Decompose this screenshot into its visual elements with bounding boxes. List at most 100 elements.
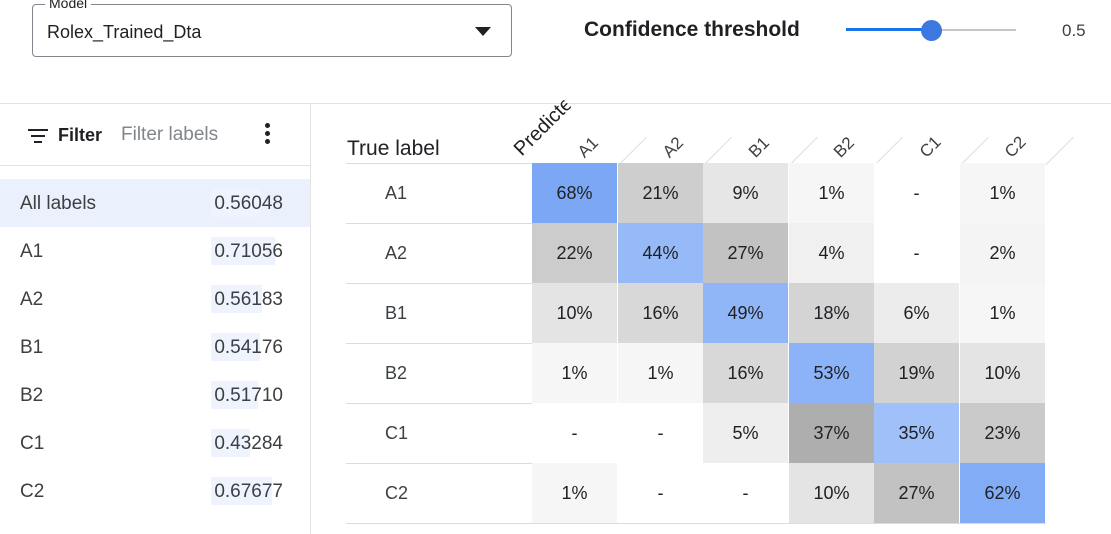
matrix-cell[interactable]: - xyxy=(703,463,789,523)
matrix-cell[interactable]: - xyxy=(874,163,960,223)
label-score: 0.51710 xyxy=(214,385,283,406)
matrix-cell[interactable]: 16% xyxy=(618,283,704,343)
label-name: B1 xyxy=(20,337,44,358)
label-score: 0.71056 xyxy=(214,241,283,262)
column-header: C2 xyxy=(1000,132,1030,162)
matrix-cell[interactable]: 16% xyxy=(703,343,789,403)
label-list-item[interactable]: A1 0.71056 xyxy=(0,227,310,275)
matrix-cell[interactable]: 10% xyxy=(532,283,618,343)
column-header-divider xyxy=(788,136,818,166)
matrix-cell[interactable]: 5% xyxy=(703,403,789,463)
label-list-item[interactable]: A2 0.56183 xyxy=(0,275,310,323)
score-bar xyxy=(211,477,272,505)
matrix-cell[interactable]: 53% xyxy=(789,343,875,403)
confidence-value: 0.5 xyxy=(1062,21,1086,40)
row-label: B1 xyxy=(385,303,408,323)
chevron-down-icon[interactable] xyxy=(475,27,491,36)
matrix-cell[interactable]: 1% xyxy=(960,283,1046,343)
matrix-cell[interactable]: 68% xyxy=(532,163,618,223)
filter-label[interactable]: Filter xyxy=(58,125,103,145)
matrix-cell[interactable]: - xyxy=(532,403,618,463)
score-bar xyxy=(211,333,260,361)
label-score: 0.67677 xyxy=(214,481,283,502)
filter-icon[interactable] xyxy=(28,129,48,143)
row-label: A1 xyxy=(385,183,408,203)
column-header-divider xyxy=(1045,136,1074,166)
slider-thumb[interactable] xyxy=(921,20,942,41)
matrix-cell[interactable]: 1% xyxy=(618,343,704,403)
label-panel: Filter All labels 0.56048 A1 0.71056 A2 0.561… xyxy=(0,104,311,534)
label-score: 0.56183 xyxy=(214,289,283,310)
matrix-cell[interactable]: 44% xyxy=(618,223,704,283)
matrix-cell[interactable]: 10% xyxy=(960,343,1046,403)
column-header-divider xyxy=(617,136,647,166)
matrix-cell[interactable]: 27% xyxy=(874,463,960,523)
matrix-cell[interactable]: 1% xyxy=(960,163,1046,223)
label-name: C1 xyxy=(20,433,45,454)
model-select[interactable]: Model Rolex_Trained_Dta xyxy=(32,0,512,57)
model-value: Rolex_Trained_Dta xyxy=(47,22,202,42)
label-list-item[interactable]: B2 0.51710 xyxy=(0,371,310,419)
label-list: All labels 0.56048 A1 0.71056 A2 0.56183 B1 0.5… xyxy=(0,179,310,515)
filter-labels-input[interactable] xyxy=(121,124,241,146)
label-list-item[interactable]: C2 0.67677 xyxy=(0,467,310,515)
matrix-cell[interactable]: 6% xyxy=(874,283,960,343)
label-name: C2 xyxy=(20,481,45,502)
label-score: 0.54176 xyxy=(214,337,283,358)
label-list-item[interactable]: All labels 0.56048 xyxy=(0,179,310,227)
score-bar xyxy=(211,381,258,409)
column-header-divider xyxy=(703,136,732,166)
label-list-item[interactable]: C1 0.43284 xyxy=(0,419,310,467)
matrix-cell[interactable]: 4% xyxy=(789,223,875,283)
row-label: A2 xyxy=(385,243,408,263)
column-header: B2 xyxy=(829,133,858,162)
more-vert-icon[interactable] xyxy=(262,123,272,147)
matrix-cell[interactable]: 22% xyxy=(532,223,618,283)
score-bar xyxy=(211,285,262,313)
score-bar xyxy=(211,189,261,217)
matrix-cell[interactable]: 49% xyxy=(703,283,789,343)
matrix-cell[interactable]: 9% xyxy=(703,163,789,223)
matrix-cell[interactable]: 37% xyxy=(789,403,875,463)
label-name: A2 xyxy=(20,289,44,310)
true-label-heading: True label xyxy=(347,137,440,160)
matrix-cell[interactable]: - xyxy=(618,403,704,463)
matrix-cell[interactable]: 19% xyxy=(874,343,960,403)
column-header: A2 xyxy=(658,133,687,162)
row-divider xyxy=(346,523,1046,524)
row-label: C2 xyxy=(385,483,409,503)
predicted-label-heading: Predicted label xyxy=(509,95,576,161)
matrix-cell[interactable]: - xyxy=(618,463,704,523)
matrix-cell[interactable]: 2% xyxy=(960,223,1046,283)
matrix-cell[interactable]: 1% xyxy=(532,343,618,403)
matrix-cell[interactable]: 62% xyxy=(960,463,1046,523)
model-legend: Model xyxy=(45,0,92,11)
column-header-divider xyxy=(874,136,903,166)
matrix-cell[interactable]: 35% xyxy=(874,403,960,463)
row-label: B2 xyxy=(385,363,408,383)
matrix-cell[interactable]: 23% xyxy=(960,403,1046,463)
label-name: A1 xyxy=(20,241,44,262)
column-header: A1 xyxy=(573,133,602,162)
score-bar xyxy=(211,429,250,457)
divider xyxy=(0,103,1111,104)
slider-fill xyxy=(846,28,931,31)
column-header-divider xyxy=(959,136,989,166)
matrix-cell[interactable]: 10% xyxy=(789,463,875,523)
label-score: 0.43284 xyxy=(214,433,283,454)
matrix-cell[interactable]: 21% xyxy=(618,163,704,223)
label-score: 0.56048 xyxy=(214,193,283,214)
matrix-cell[interactable]: 1% xyxy=(789,163,875,223)
row-label: C1 xyxy=(385,423,409,443)
filter-bar: Filter xyxy=(0,104,310,166)
label-list-item[interactable]: B1 0.54176 xyxy=(0,323,310,371)
confidence-threshold-label: Confidence threshold xyxy=(584,18,800,41)
matrix-cell[interactable]: - xyxy=(874,223,960,283)
column-header: C1 xyxy=(915,132,945,162)
matrix-cell[interactable]: 1% xyxy=(532,463,618,523)
score-bar xyxy=(211,237,275,265)
matrix-cell[interactable]: 27% xyxy=(703,223,789,283)
matrix-cell[interactable]: 18% xyxy=(789,283,875,343)
confidence-slider[interactable] xyxy=(846,20,1016,41)
label-name: All labels xyxy=(20,193,97,214)
